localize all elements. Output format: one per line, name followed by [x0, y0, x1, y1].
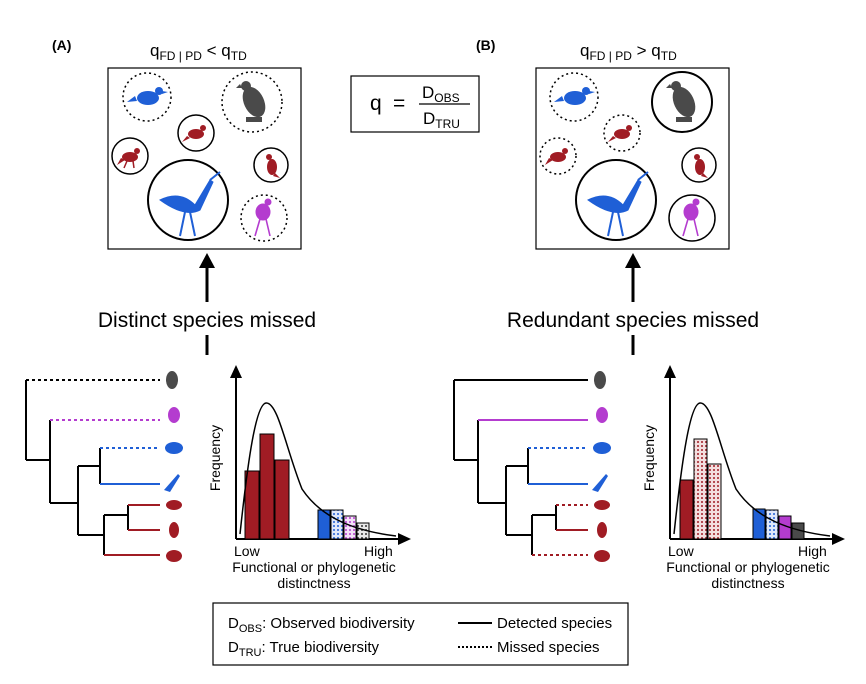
red-bird-icon: [608, 125, 632, 142]
bar-blue-missed: [765, 509, 779, 540]
species-circle-missed: [549, 72, 599, 122]
bar-red-detected: [259, 433, 275, 540]
species-circle-detected: [253, 147, 289, 183]
species-circle-missed: [221, 71, 283, 133]
formula-denominator: DTRU: [423, 109, 460, 131]
red-bird-icon: [594, 500, 610, 510]
gray-bird-icon: [666, 81, 696, 122]
bar-red-detected: [244, 470, 260, 540]
gray-bird-icon: [236, 81, 266, 122]
formula-numerator: DOBS: [422, 83, 460, 105]
panel-a-title: qFD | PD < qTD: [150, 41, 247, 63]
purple-bird-icon: [168, 407, 180, 423]
bar-blue-detected: [317, 509, 331, 540]
phylo-tree-b: [453, 379, 588, 556]
heron-icon: [164, 474, 180, 492]
caption-b: Redundant species missed: [507, 309, 759, 332]
red-bird-icon: [117, 148, 140, 169]
blue-bird-icon: [165, 442, 183, 454]
species-circle-missed: [603, 114, 641, 152]
blue-bird-icon: [554, 87, 595, 105]
legend-box: [212, 602, 629, 666]
panel-a: (A) qFD | PD < qTD: [25, 37, 411, 591]
heron-icon: [592, 474, 608, 492]
arrow-head: [199, 253, 215, 268]
gray-bird-icon: [594, 371, 606, 389]
legend-missed: Missed species: [497, 639, 600, 656]
arrow-head: [625, 253, 641, 268]
species-circle-detected: [147, 159, 229, 241]
x-tick-low: Low: [668, 543, 695, 559]
species-circle-detected: [681, 147, 717, 183]
red-bird-icon: [597, 522, 607, 538]
heron-icon: [159, 171, 221, 237]
red-bird-icon: [694, 154, 708, 178]
bar-blue-detected: [752, 508, 766, 540]
x-tick-high: High: [798, 543, 827, 559]
tree-tip-icons-b: [592, 371, 611, 562]
species-circle-detected: [651, 71, 713, 133]
panel-a-label: (A): [52, 37, 71, 53]
x-axis-arrow: [832, 533, 845, 545]
purple-bird-icon: [254, 198, 272, 237]
species-circle-missed: [240, 194, 288, 242]
bar-red-missed: [693, 438, 708, 540]
y-axis-arrow: [664, 365, 676, 378]
bar-blue-missed: [330, 509, 344, 540]
red-bird-icon: [545, 148, 568, 165]
gray-bird-icon: [166, 371, 178, 389]
species-circle-detected: [177, 114, 215, 152]
formula-eq: =: [393, 92, 405, 115]
red-bird-icon: [166, 550, 182, 562]
panel-b-label: (B): [476, 37, 495, 53]
panel-b-title: qFD | PD > qTD: [580, 41, 677, 63]
legend-dobs: DOBS: Observed biodiversity: [228, 615, 415, 635]
species-circle-detected: [668, 194, 716, 242]
x-tick-low: Low: [234, 543, 261, 559]
tree-tip-icons-a: [164, 371, 183, 562]
species-circle-detected: [575, 159, 657, 241]
bar-red-detected: [274, 459, 290, 540]
panel-b: (B) qFD | PD > qTD: [453, 37, 845, 591]
density-curve: [239, 402, 397, 537]
x-axis-label-line1: Functional or phylogenetic: [232, 559, 395, 575]
bar-red-missed: [707, 463, 722, 540]
bar-red-detected: [679, 479, 694, 540]
legend-dtru: DTRU: True biodiversity: [228, 639, 379, 659]
density-curve: [673, 402, 831, 537]
species-circle-missed: [122, 72, 172, 122]
red-bird-icon: [169, 522, 179, 538]
x-tick-high: High: [364, 543, 393, 559]
blue-bird-icon: [127, 87, 168, 105]
x-axis-label-line2: distinctness: [711, 575, 784, 591]
heron-icon: [587, 171, 649, 237]
species-circle-detected: [111, 137, 149, 175]
caption-a: Distinct species missed: [98, 309, 316, 332]
red-bird-icon: [166, 500, 182, 510]
formula-lhs: q: [370, 92, 382, 115]
red-bird-icon: [266, 154, 280, 178]
legend: DOBS: Observed biodiversity DTRU: True b…: [212, 602, 629, 666]
red-bird-icon: [594, 550, 610, 562]
x-axis-label-line2: distinctness: [277, 575, 350, 591]
formula-box: q = DOBS DTRU: [350, 75, 480, 133]
y-axis-arrow: [230, 365, 242, 378]
legend-detected: Detected species: [497, 615, 612, 632]
x-axis-arrow: [398, 533, 411, 545]
red-bird-icon: [182, 125, 206, 142]
purple-bird-icon: [682, 198, 700, 237]
y-axis-label: Frequency: [641, 425, 657, 491]
y-axis-label: Frequency: [207, 425, 223, 491]
x-axis-label-line1: Functional or phylogenetic: [666, 559, 829, 575]
phylo-tree-a: [25, 379, 160, 556]
species-circle-missed: [539, 137, 577, 175]
purple-bird-icon: [596, 407, 608, 423]
blue-bird-icon: [593, 442, 611, 454]
